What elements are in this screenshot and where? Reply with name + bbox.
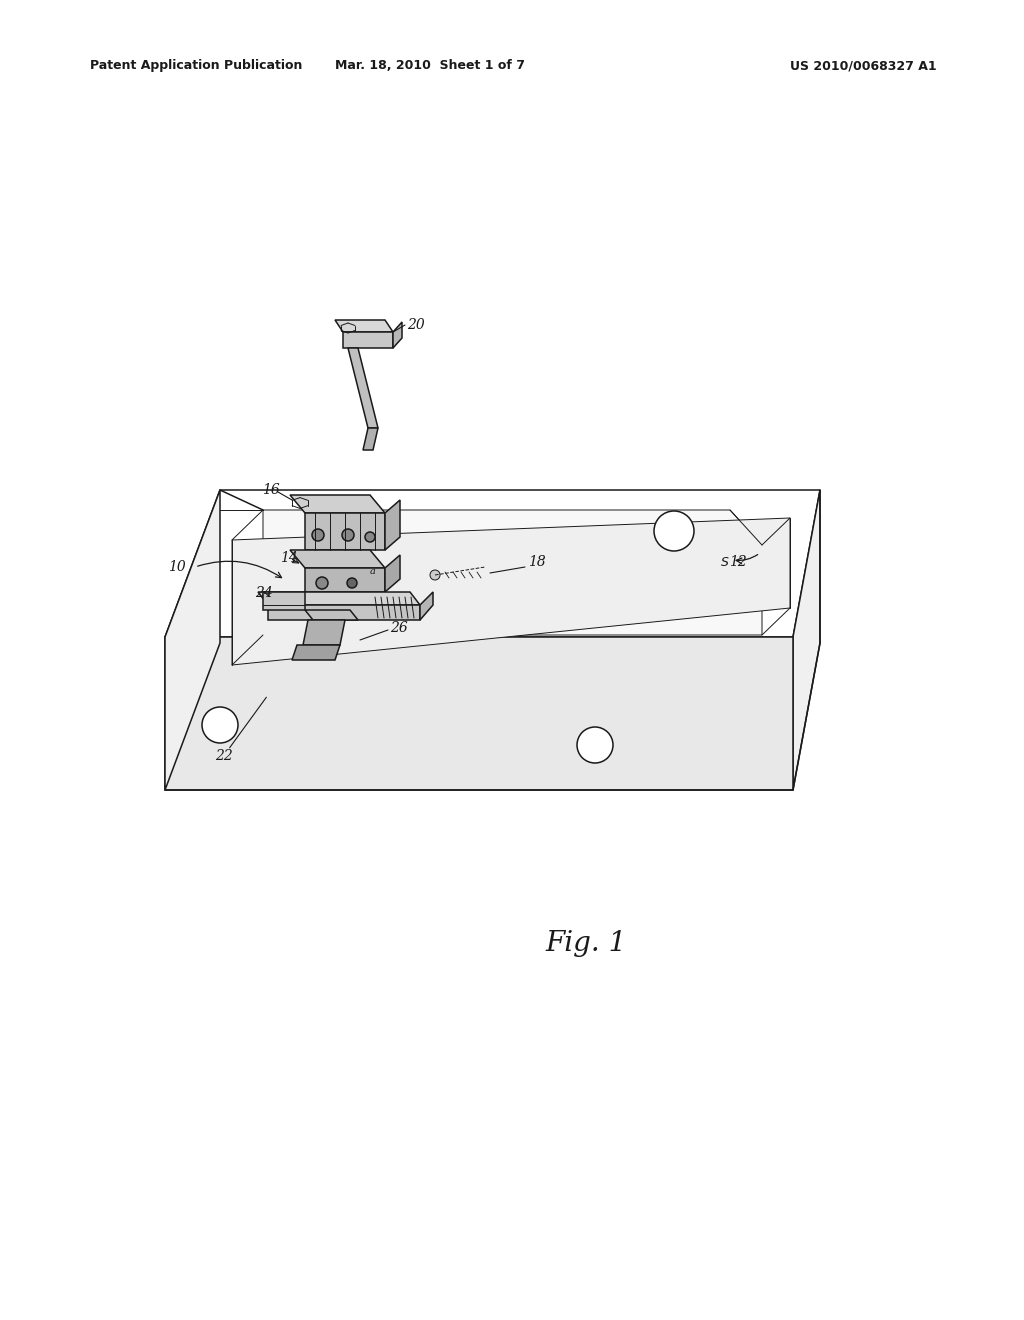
Text: Mar. 18, 2010  Sheet 1 of 7: Mar. 18, 2010 Sheet 1 of 7 [335, 59, 525, 73]
Polygon shape [165, 638, 793, 789]
Polygon shape [793, 490, 820, 789]
Polygon shape [393, 322, 402, 348]
Polygon shape [268, 605, 420, 620]
Text: 22: 22 [215, 748, 232, 763]
Polygon shape [292, 645, 340, 660]
Circle shape [365, 532, 375, 543]
Text: 10: 10 [168, 560, 185, 574]
Polygon shape [165, 490, 820, 638]
Text: 14: 14 [280, 550, 298, 565]
Polygon shape [290, 495, 385, 513]
Text: US 2010/0068327 A1: US 2010/0068327 A1 [790, 59, 937, 73]
Circle shape [430, 570, 440, 579]
Polygon shape [263, 591, 305, 610]
Circle shape [312, 529, 324, 541]
Polygon shape [335, 319, 393, 333]
Text: 16: 16 [262, 483, 280, 498]
Text: 20: 20 [407, 318, 425, 333]
Polygon shape [362, 428, 378, 450]
Circle shape [316, 577, 328, 589]
Text: Fig. 1: Fig. 1 [545, 931, 627, 957]
Circle shape [347, 578, 357, 587]
Text: 12: 12 [729, 554, 746, 569]
Text: $\mathit{S}$: $\mathit{S}$ [720, 556, 729, 569]
Polygon shape [258, 591, 420, 605]
Text: 26: 26 [390, 620, 408, 635]
Text: a: a [370, 568, 376, 577]
Text: Patent Application Publication: Patent Application Publication [90, 59, 302, 73]
Circle shape [654, 511, 694, 550]
Polygon shape [385, 554, 400, 591]
Polygon shape [290, 550, 385, 568]
Polygon shape [385, 500, 400, 550]
Polygon shape [303, 620, 345, 645]
Circle shape [577, 727, 613, 763]
Circle shape [202, 708, 238, 743]
Polygon shape [165, 490, 220, 789]
Polygon shape [420, 591, 433, 620]
Polygon shape [348, 348, 378, 428]
Polygon shape [305, 513, 385, 550]
Polygon shape [305, 568, 385, 591]
Polygon shape [305, 610, 358, 620]
Text: 24: 24 [255, 586, 272, 601]
Polygon shape [343, 333, 393, 348]
Text: 18: 18 [528, 554, 546, 569]
Circle shape [342, 529, 354, 541]
Polygon shape [232, 517, 790, 665]
Polygon shape [263, 510, 762, 635]
